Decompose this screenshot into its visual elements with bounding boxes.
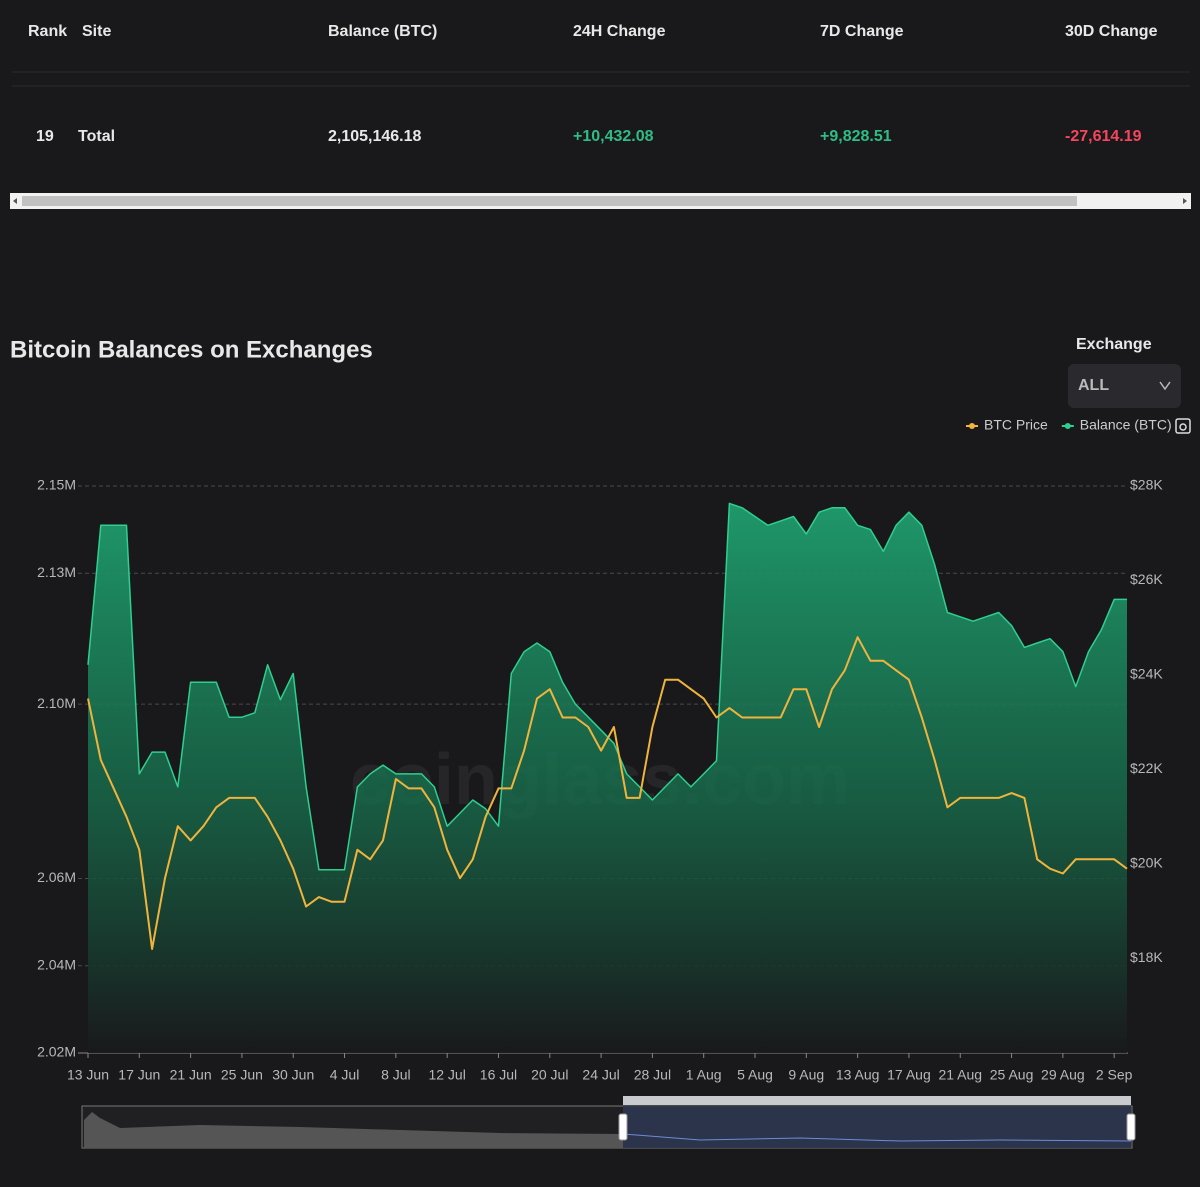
y2-tick-label: $22K — [1130, 760, 1163, 776]
y-tick-label: 2.10M — [37, 695, 76, 711]
legend-dot — [1064, 423, 1071, 429]
x-tick-label: 29 Aug — [1041, 1067, 1085, 1083]
y2-tick-label: $24K — [1130, 666, 1163, 682]
dropdown-value[interactable]: ALL — [1078, 377, 1109, 394]
chart-title: Bitcoin Balances on Exchanges — [10, 336, 373, 363]
column-header: Site — [82, 23, 111, 40]
x-tick-label: 20 Jul — [531, 1067, 568, 1083]
legend-dot — [969, 423, 975, 429]
x-tick-label: 17 Jun — [118, 1067, 160, 1083]
cell: 19 — [36, 128, 54, 145]
camera-icon[interactable] — [1175, 418, 1191, 434]
y2-tick-label: $26K — [1130, 571, 1163, 587]
x-tick-label: 9 Aug — [788, 1067, 824, 1083]
balance-area — [88, 503, 1127, 1053]
navigator-handle[interactable] — [618, 1113, 628, 1141]
x-tick-label: 5 Aug — [737, 1067, 773, 1083]
scroll-thumb[interactable] — [22, 196, 1077, 206]
column-header: 24H Change — [573, 23, 666, 40]
y2-tick-label: $28K — [1130, 477, 1163, 493]
navigator-scroll[interactable] — [623, 1096, 1131, 1105]
x-tick-label: 13 Jun — [67, 1067, 109, 1083]
x-tick-label: 30 Jun — [272, 1067, 314, 1083]
x-tick-label: 2 Sep — [1096, 1067, 1133, 1083]
legend-label: BTC Price — [984, 417, 1048, 433]
navigator-line — [622, 1133, 1132, 1142]
exchange-dropdown[interactable]: ALL — [1068, 364, 1181, 408]
y-tick-label: 2.04M — [37, 956, 76, 972]
x-tick-label: 21 Jun — [170, 1067, 212, 1083]
screenshot-button[interactable] — [1175, 418, 1191, 434]
dropdown-box[interactable] — [1068, 364, 1181, 408]
x-tick-label: 25 Jun — [221, 1067, 263, 1083]
cell: Total — [78, 128, 115, 145]
price-line — [87, 636, 1128, 950]
x-tick-label: 24 Jul — [582, 1067, 619, 1083]
x-tick-label: 8 Jul — [381, 1067, 411, 1083]
navigator-handle[interactable] — [1126, 1113, 1136, 1141]
table: Rank Site Balance (BTC) 24H Change 7D Ch… — [12, 23, 1190, 145]
y-tick-label: 2.15M — [37, 477, 76, 493]
filter-label: Exchange — [1076, 336, 1152, 353]
x-tick-label: 4 Jul — [330, 1067, 360, 1083]
navigator[interactable] — [81, 1096, 1136, 1149]
x-tick-label: 17 Aug — [887, 1067, 931, 1083]
x-tick-label: 12 Jul — [428, 1067, 465, 1083]
scrollbar[interactable] — [10, 193, 1191, 209]
cell: +10,432.08 — [573, 128, 654, 145]
y2-tick-label: $20K — [1130, 855, 1163, 871]
camera-lens[interactable] — [1179, 423, 1187, 431]
cell: +9,828.51 — [820, 128, 892, 145]
plot: 2.15M 2.13M 2.10M 2.06M 2.04M 2.02M $28K $26K $2… — [37, 477, 1163, 1083]
x-tick-label: 16 Jul — [480, 1067, 517, 1083]
y-tick-label: 2.02M — [37, 1044, 76, 1060]
chevron[interactable] — [1159, 381, 1171, 391]
y-tick-label: 2.13M — [37, 564, 76, 580]
cell: -27,614.19 — [1065, 128, 1142, 145]
column-header: Balance (BTC) — [328, 23, 437, 40]
y2-tick-label: $18K — [1130, 949, 1163, 965]
x-tick-label: 25 Aug — [990, 1067, 1034, 1083]
cell: 2,105,146.18 — [328, 128, 422, 145]
y-tick-label: 2.06M — [37, 869, 76, 885]
column-header: 7D Change — [820, 23, 904, 40]
x-tick-label: 1 Aug — [686, 1067, 722, 1083]
x-tick-label: 21 Aug — [938, 1067, 982, 1083]
column-header: 30D Change — [1065, 23, 1158, 40]
x-tick-label: 13 Aug — [836, 1067, 880, 1083]
navigator-selection[interactable] — [623, 1106, 1131, 1148]
x-tick-label: 28 Jul — [634, 1067, 671, 1083]
column-header: Rank — [28, 23, 67, 40]
legend-label: Balance (BTC) — [1080, 417, 1172, 433]
navigator-area — [84, 1112, 623, 1148]
